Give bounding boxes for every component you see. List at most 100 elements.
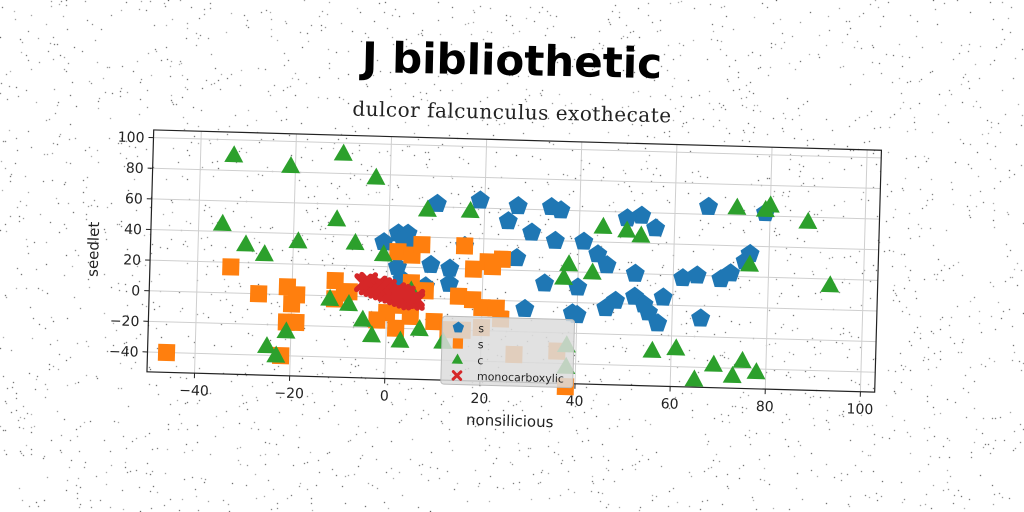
y-grid-line bbox=[149, 290, 877, 312]
triangle-marker bbox=[593, 216, 613, 234]
data-marks bbox=[157, 143, 840, 396]
pentagon-marker bbox=[470, 190, 490, 209]
square-marker bbox=[452, 338, 464, 349]
triangle-marker bbox=[224, 145, 244, 163]
square-marker bbox=[389, 242, 407, 261]
square-marker bbox=[413, 235, 431, 254]
y-axis-label: seedlet bbox=[84, 221, 104, 277]
triangle-marker bbox=[746, 362, 766, 380]
pentagon-marker bbox=[740, 243, 760, 263]
triangle-marker bbox=[254, 244, 274, 262]
legend-entry-label: monocarboxylic bbox=[477, 370, 564, 385]
triangle-marker bbox=[739, 254, 759, 272]
pentagon-marker bbox=[648, 313, 668, 332]
x-marker bbox=[405, 288, 426, 308]
square-marker bbox=[483, 257, 502, 276]
triangle-marker bbox=[366, 167, 386, 185]
square-marker bbox=[449, 287, 468, 306]
square-marker bbox=[473, 298, 491, 317]
triangle-marker bbox=[236, 234, 256, 252]
x-grid-line bbox=[859, 149, 868, 392]
square-marker bbox=[157, 343, 176, 362]
triangle-marker bbox=[559, 254, 579, 272]
triangle-marker bbox=[212, 213, 232, 232]
pentagon-marker bbox=[452, 321, 465, 333]
triangle-marker bbox=[288, 231, 308, 249]
pentagon-marker bbox=[625, 263, 645, 282]
pentagon-marker bbox=[721, 263, 741, 282]
pentagon-marker bbox=[646, 218, 666, 237]
legend-entry-label: c bbox=[477, 354, 483, 367]
x-grid-line bbox=[764, 147, 773, 390]
pentagon-marker bbox=[427, 193, 447, 213]
pentagon-marker bbox=[653, 287, 673, 306]
pentagon-marker bbox=[535, 273, 555, 292]
square-marker bbox=[282, 295, 301, 313]
x-tick-label: 80 bbox=[756, 399, 774, 415]
square-marker bbox=[368, 311, 386, 329]
square-marker bbox=[222, 258, 240, 276]
triangle-marker bbox=[320, 288, 340, 307]
triangle-marker bbox=[390, 330, 410, 348]
triangle-marker bbox=[281, 155, 301, 174]
pentagon-marker bbox=[507, 248, 527, 267]
x-marker-stroke bbox=[451, 370, 463, 381]
x-grid-line bbox=[194, 131, 202, 374]
legend-box bbox=[440, 315, 575, 389]
axis-ticks: −40 −20 0 20 40 60 80 100 −40 −20 0 20 40 60 80 100 bbox=[109, 130, 874, 419]
legend-entry-label: s bbox=[478, 322, 484, 335]
y-tick-label: 80 bbox=[126, 160, 144, 176]
square-marker bbox=[455, 237, 474, 255]
plot-rotation-group: −40 −20 0 20 40 60 80 100 −40 −20 0 20 40 60 80 100 non… bbox=[84, 129, 883, 431]
triangle-marker bbox=[722, 365, 742, 384]
x-marker bbox=[372, 276, 393, 297]
x-axis-label: nonsilicious bbox=[466, 411, 554, 431]
x-tick-label: 20 bbox=[470, 391, 488, 407]
triangle-marker bbox=[409, 318, 429, 337]
x-grid-line bbox=[669, 144, 678, 387]
square-marker bbox=[425, 312, 443, 331]
pentagon-marker bbox=[691, 308, 711, 327]
triangle-marker bbox=[417, 199, 437, 217]
pentagon-marker bbox=[673, 268, 693, 287]
square-marker bbox=[401, 307, 420, 326]
triangle-marker bbox=[333, 143, 353, 161]
triangle-marker bbox=[732, 350, 752, 369]
triangle-marker bbox=[352, 309, 372, 327]
triangle-marker bbox=[760, 195, 780, 213]
pentagon-marker bbox=[545, 230, 565, 249]
triangle-marker bbox=[727, 197, 747, 215]
triangle-marker bbox=[554, 267, 574, 286]
triangle-marker bbox=[666, 338, 686, 356]
square-marker bbox=[340, 282, 358, 301]
y-tick-label: 0 bbox=[131, 283, 140, 299]
square-marker bbox=[464, 260, 483, 278]
y-tick-label: 40 bbox=[124, 222, 142, 238]
pentagon-marker bbox=[588, 244, 608, 263]
x-marker-stroke bbox=[372, 277, 393, 296]
pentagon-marker bbox=[374, 232, 394, 251]
pentagon-marker bbox=[574, 231, 594, 250]
x-marker-stroke bbox=[391, 283, 412, 303]
triangle-marker bbox=[257, 336, 277, 354]
pentagon-marker bbox=[498, 211, 518, 230]
triangle-marker bbox=[361, 325, 381, 343]
y-grid-line bbox=[150, 228, 879, 251]
y-tick-label: −20 bbox=[110, 313, 140, 330]
pentagon-marker bbox=[639, 302, 658, 321]
pentagon-marker bbox=[522, 222, 542, 241]
pentagon-marker bbox=[568, 277, 588, 296]
triangle-marker bbox=[345, 232, 365, 251]
x-marker bbox=[391, 283, 412, 303]
legend-entry-label: s bbox=[478, 338, 484, 351]
x-tick-label: 100 bbox=[846, 401, 873, 418]
triangle-marker bbox=[703, 354, 723, 372]
triangle-marker bbox=[460, 200, 480, 219]
pentagon-marker bbox=[699, 196, 719, 216]
triangle-marker bbox=[276, 321, 296, 339]
x-tick-label: 60 bbox=[661, 396, 679, 412]
pentagon-marker bbox=[440, 258, 460, 277]
y-tick-label: 20 bbox=[123, 252, 141, 268]
